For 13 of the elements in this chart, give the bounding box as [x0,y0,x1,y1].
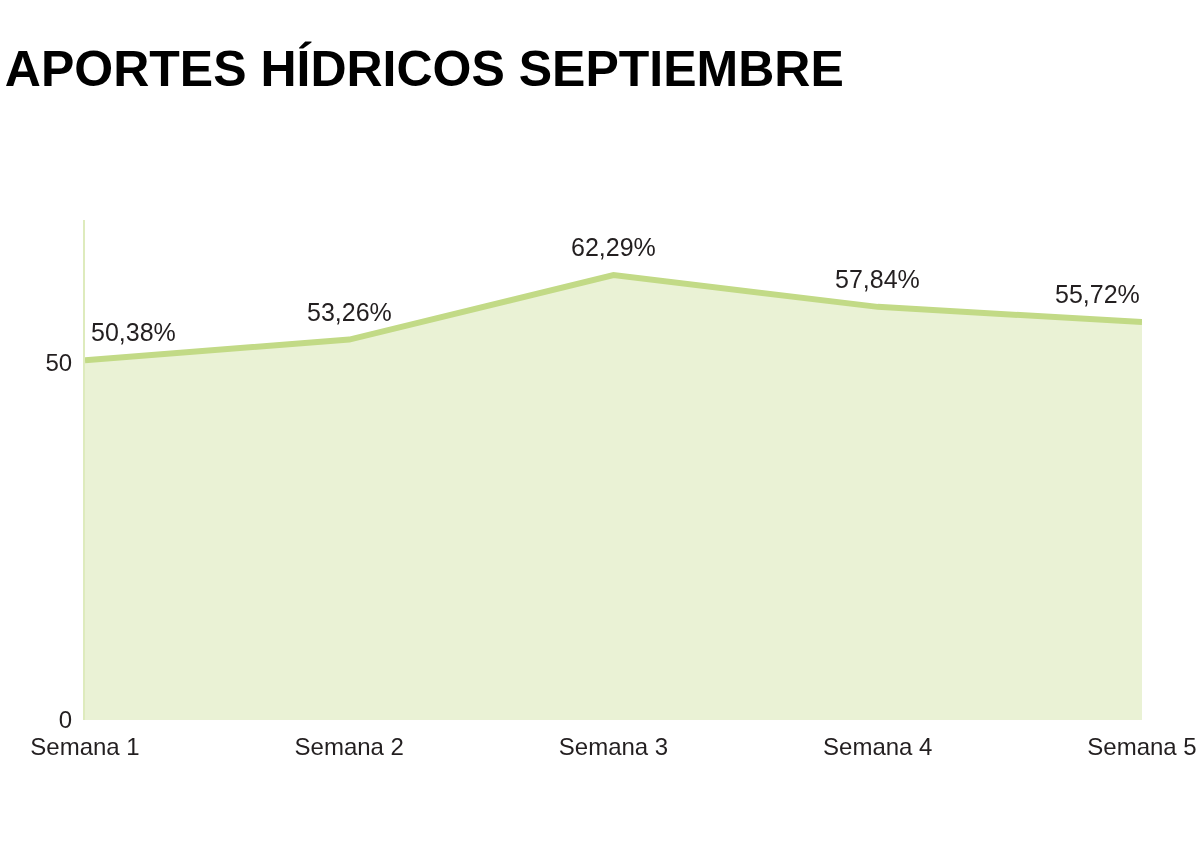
data-label: 55,72% [1055,280,1140,308]
x-tick-label: Semana 4 [823,733,933,760]
x-tick-label: Semana 3 [558,733,669,760]
data-label: 53,26% [307,298,392,326]
y-tick-label: 50 [45,349,73,377]
data-label: 57,84% [835,265,920,293]
x-tick-label: Semana 5 [1087,733,1197,760]
data-label: 50,38% [91,318,176,346]
y-tick-label: 0 [58,706,73,734]
x-tick-label: Semana 2 [294,733,404,760]
x-tick-label: Semana 1 [30,733,140,760]
chart-title: APORTES HÍDRICOS SEPTIEMBRE [4,40,844,97]
data-label: 62,29% [571,233,656,261]
